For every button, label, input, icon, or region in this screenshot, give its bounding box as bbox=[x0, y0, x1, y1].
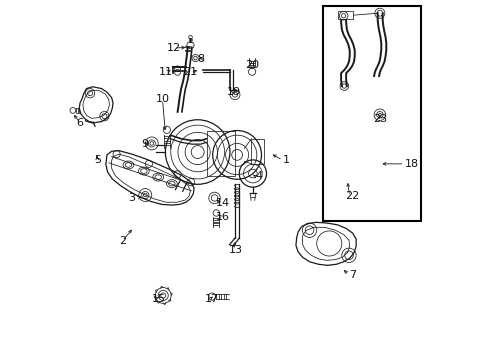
Text: 4: 4 bbox=[256, 171, 263, 181]
Text: 16: 16 bbox=[216, 212, 230, 221]
Text: 3: 3 bbox=[128, 193, 135, 203]
Text: 1: 1 bbox=[283, 155, 290, 165]
Polygon shape bbox=[79, 87, 113, 123]
Text: 9: 9 bbox=[141, 139, 148, 149]
Text: 2: 2 bbox=[119, 236, 126, 246]
Text: 17: 17 bbox=[205, 294, 219, 304]
Polygon shape bbox=[302, 227, 350, 260]
Text: 23: 23 bbox=[373, 114, 388, 124]
Text: 5: 5 bbox=[94, 155, 101, 165]
Text: 11: 11 bbox=[158, 67, 172, 77]
Text: 20: 20 bbox=[245, 60, 259, 70]
Text: 10: 10 bbox=[155, 94, 170, 104]
Text: 22: 22 bbox=[344, 191, 359, 201]
Polygon shape bbox=[112, 154, 191, 202]
Text: 12: 12 bbox=[167, 43, 181, 53]
Text: 8: 8 bbox=[197, 54, 205, 64]
Text: 15: 15 bbox=[152, 294, 166, 304]
Text: 13: 13 bbox=[229, 245, 243, 255]
Text: 7: 7 bbox=[349, 270, 356, 280]
Polygon shape bbox=[106, 150, 194, 205]
Polygon shape bbox=[83, 90, 109, 118]
Text: 18: 18 bbox=[405, 159, 419, 169]
Text: 21: 21 bbox=[183, 67, 197, 77]
Bar bbox=[323, 6, 421, 221]
Text: 19: 19 bbox=[226, 87, 241, 97]
Polygon shape bbox=[296, 222, 356, 265]
Polygon shape bbox=[338, 12, 353, 19]
Text: 14: 14 bbox=[216, 198, 230, 208]
Text: 6: 6 bbox=[76, 118, 83, 128]
